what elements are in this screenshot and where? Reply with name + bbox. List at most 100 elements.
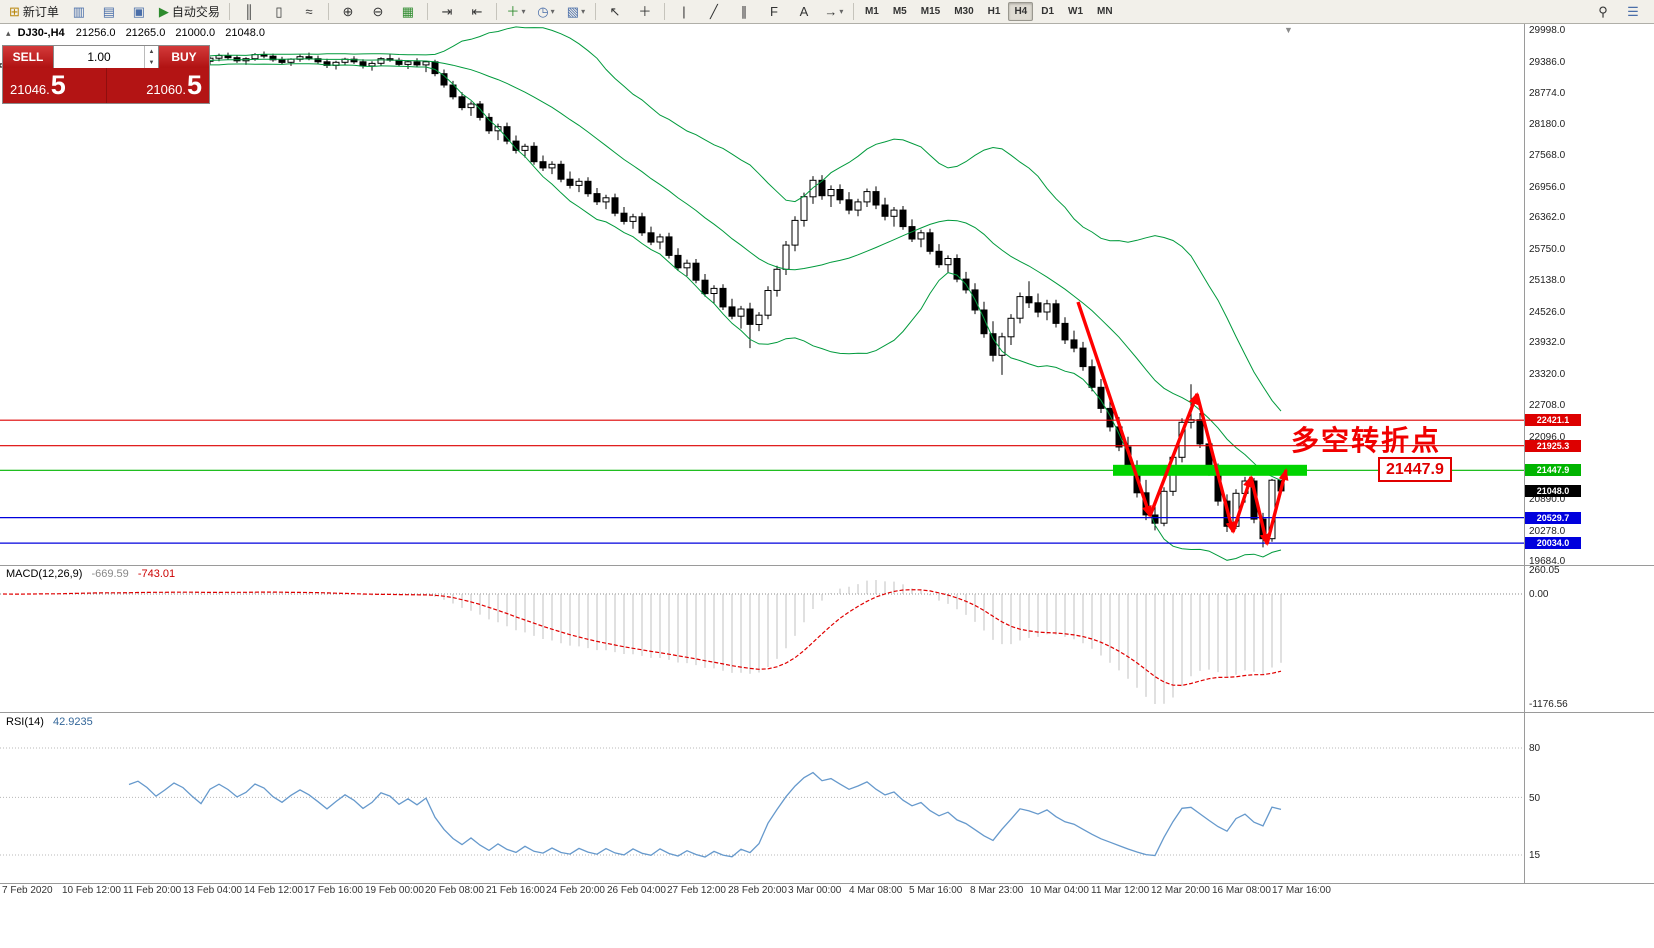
- tf-M30[interactable]: M30: [954, 6, 974, 17]
- time-tick: 24 Feb 20:00: [546, 885, 605, 896]
- price-scale[interactable]: [1525, 24, 1654, 883]
- toolbar-button-candlestick[interactable]: ▯: [265, 1, 293, 23]
- toolbar-button-auto-scroll[interactable]: ⇥: [433, 1, 461, 23]
- time-tick: 7 Feb 2020: [2, 885, 53, 896]
- toolbar-button-arrows[interactable]: → ▾: [820, 1, 848, 23]
- bar-chart-icon: ║: [244, 4, 254, 19]
- tf-M15[interactable]: M15: [920, 6, 941, 17]
- time-tick: 10 Feb 12:00: [62, 885, 121, 896]
- chart-symbol-period: DJ30-,H4: [17, 27, 65, 39]
- price-tick: 22708.0: [1529, 400, 1566, 411]
- one-click-trading-panel: SELL 1.00 ▲ ▼ BUY 21046. 5 21060. 5: [2, 45, 210, 104]
- toolbar-button-zoom-in[interactable]: ⊕: [334, 1, 362, 23]
- price-tick: 25750.0: [1529, 244, 1566, 255]
- time-tick: 13 Feb 04:00: [183, 885, 242, 896]
- toolbar-button-fibonacci[interactable]: F: [760, 1, 788, 23]
- toolbar-button-crosshair[interactable]: ＋: [631, 1, 659, 23]
- price-tick: 22096.0: [1529, 432, 1566, 443]
- toolbar-button-bar-chart[interactable]: ║: [235, 1, 263, 23]
- toolbar-button-chart-shift[interactable]: ⇤: [463, 1, 491, 23]
- price-level-badge: 20529.7: [1525, 512, 1581, 524]
- toolbar-button-accounts[interactable]: ☰: [1619, 1, 1647, 23]
- price-level-badge: 21925.3: [1525, 440, 1581, 452]
- bid-price-big: 5: [50, 70, 66, 100]
- toolbar-button-auto-trading[interactable]: ▶ 自动交易: [155, 1, 224, 23]
- price-tick: 28180.0: [1529, 119, 1566, 130]
- toolbar-button-templates[interactable]: ▧ ▾: [562, 1, 590, 23]
- ask-price[interactable]: 21060. 5: [106, 68, 209, 103]
- zoom-out-icon: ⊖: [372, 4, 384, 19]
- time-tick: 19 Feb 00:00: [365, 885, 424, 896]
- toolbar-button-indicators[interactable]: ＋ ▾: [502, 1, 530, 23]
- rsi-panel-splitter[interactable]: [0, 712, 1654, 713]
- trendline-icon: ╱: [710, 4, 718, 19]
- chart-shift-marker-icon[interactable]: ▼: [1284, 25, 1293, 35]
- toolbar-right-group: ⚲ ☰: [1588, 1, 1654, 23]
- macd-panel-splitter[interactable]: [0, 565, 1654, 566]
- toolbar-button-channel[interactable]: ∥: [730, 1, 758, 23]
- chart-close: 21048.0: [225, 27, 265, 39]
- toolbar-button-search[interactable]: ⚲: [1589, 1, 1617, 23]
- price-tick: 20278.0: [1529, 526, 1566, 537]
- auto-trading-icon: ▶: [158, 4, 169, 19]
- bid-price[interactable]: 21046. 5: [3, 68, 106, 103]
- chevron-down-icon: ▾: [550, 7, 555, 16]
- time-tick: 17 Feb 16:00: [304, 885, 363, 896]
- sell-button[interactable]: SELL: [3, 46, 53, 68]
- tf-D1[interactable]: D1: [1041, 6, 1055, 17]
- toolbar-separator: [594, 3, 596, 20]
- tf-H4[interactable]: H4: [1008, 2, 1034, 21]
- line-chart-icon: ≈: [305, 4, 313, 19]
- buy-button[interactable]: BUY: [159, 46, 209, 68]
- toolbar-button-trendline[interactable]: ╱: [700, 1, 728, 23]
- time-scale[interactable]: [0, 883, 1654, 901]
- price-level-badge: 20034.0: [1525, 537, 1581, 549]
- volume-stepper[interactable]: 1.00 ▲ ▼: [53, 46, 159, 68]
- time-tick: 11 Feb 20:00: [123, 885, 182, 896]
- price-level-badge: 22421.1: [1525, 414, 1581, 426]
- toolbar-button-tile-windows[interactable]: ▦: [394, 1, 422, 23]
- cursor-icon: ↖: [609, 4, 621, 19]
- toolbar-separator: [327, 3, 329, 20]
- toolbar-button-new-order[interactable]: ⊞ 新订单: [5, 1, 63, 23]
- toolbar-button-text-label[interactable]: A: [790, 1, 818, 23]
- price-tick: 27568.0: [1529, 150, 1566, 161]
- volume-down-icon[interactable]: ▼: [148, 59, 155, 66]
- one-click-toggle-icon[interactable]: ▴: [6, 28, 11, 38]
- tf-W1[interactable]: W1: [1068, 6, 1084, 17]
- tf-MN[interactable]: MN: [1097, 6, 1113, 17]
- volume-up-icon[interactable]: ▲: [148, 48, 155, 55]
- new-order-icon: ⊞: [9, 4, 20, 19]
- toolbar-button-data-window[interactable]: ▤: [95, 1, 123, 23]
- price-level-badge: 21447.9: [1525, 464, 1581, 476]
- toolbar-button-navigator[interactable]: ▣: [125, 1, 153, 23]
- arrows-icon: →: [824, 4, 838, 19]
- price-tick: 29998.0: [1529, 25, 1566, 36]
- toolbar-button-periods[interactable]: ◷ ▾: [532, 1, 560, 23]
- toolbar-button-cursor[interactable]: ↖: [601, 1, 629, 23]
- indicators-icon: ＋: [506, 4, 520, 19]
- toolbar-button-market-watch[interactable]: ▥: [65, 1, 93, 23]
- ask-price-small: 21060.: [146, 81, 186, 97]
- text-label-icon: A: [799, 4, 809, 19]
- price-tick: 19684.0: [1529, 556, 1566, 567]
- toolbar-separator: [426, 3, 428, 20]
- rsi-scale-label: 15: [1529, 850, 1541, 861]
- toolbar-button-line-chart[interactable]: ≈: [295, 1, 323, 23]
- navigator-icon: ▣: [132, 4, 146, 19]
- tf-M5[interactable]: M5: [892, 6, 907, 17]
- volume-value[interactable]: 1.00: [87, 50, 111, 64]
- bid-price-small: 21046.: [10, 81, 50, 97]
- time-tick: 21 Feb 16:00: [486, 885, 545, 896]
- price-scale-separator: [1524, 24, 1525, 883]
- chart-high: 21265.0: [125, 27, 166, 39]
- time-tick: 12 Mar 20:00: [1151, 885, 1210, 896]
- toolbar-button-vline[interactable]: |: [670, 1, 698, 23]
- tf-H1[interactable]: H1: [987, 6, 1001, 17]
- chevron-down-icon: ▾: [839, 7, 844, 16]
- toolbar-button-zoom-out[interactable]: ⊖: [364, 1, 392, 23]
- tf-M1[interactable]: M1: [864, 6, 879, 17]
- price-tick: 28774.0: [1529, 88, 1566, 99]
